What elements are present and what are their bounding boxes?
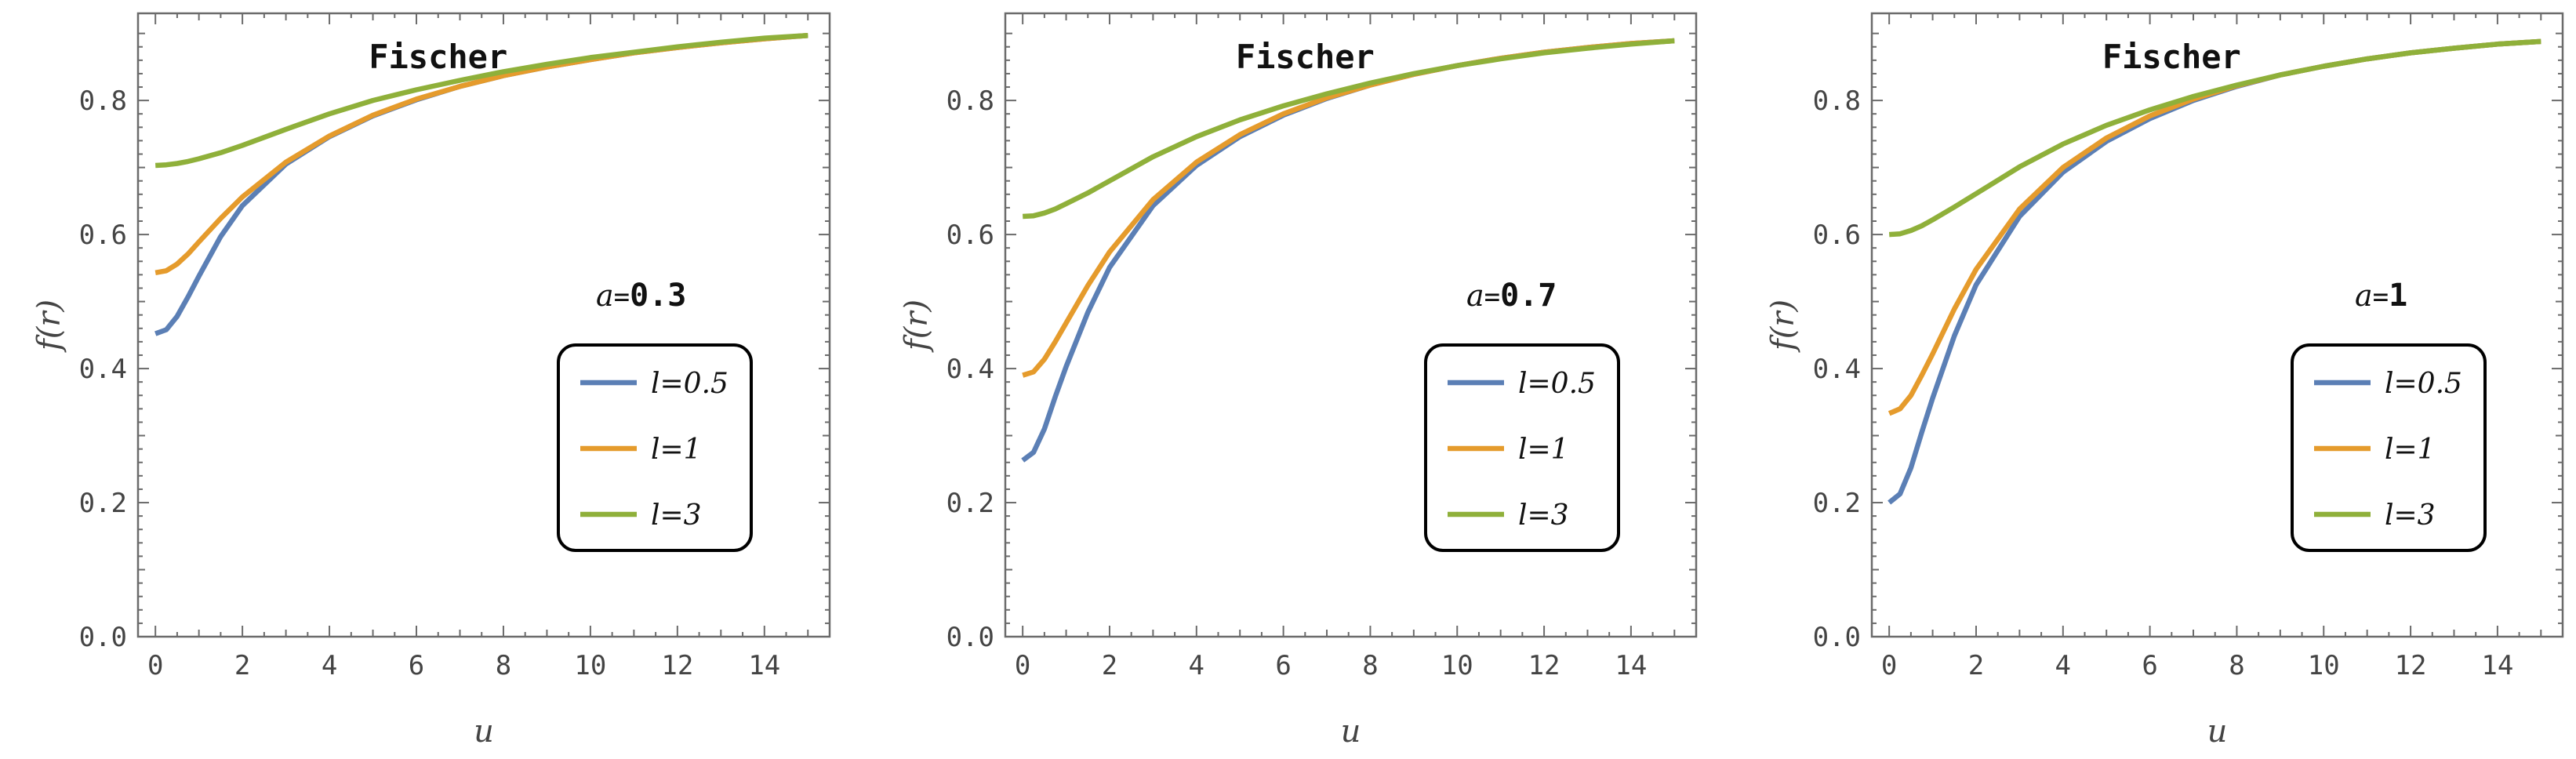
y-tick-label: 0.6 (946, 220, 994, 251)
x-tick-label: 10 (574, 650, 606, 681)
legend-label-3: l=3 (651, 499, 702, 532)
y-tick-label: 0.2 (79, 488, 127, 519)
chart-title: Fischer (369, 38, 507, 76)
x-tick-label: 12 (1528, 650, 1560, 681)
legend-label-2: l=1 (651, 434, 702, 466)
y-tick-label: 0.0 (946, 622, 994, 653)
x-tick-label: 0 (147, 650, 163, 681)
plot-frame (1004, 12, 1698, 638)
legend-label-3: l=3 (2385, 499, 2436, 532)
legend-label-2: l=1 (1518, 434, 1569, 466)
chart-panel-1: 0.0 0.2 0.4 0.6 0.8 0 2 4 6 8 10 12 14 u f(r) Fischer a=… (31, 12, 831, 750)
y-tick-label: 0.6 (1813, 220, 1861, 251)
x-axis-label: u (2207, 714, 2228, 750)
chart-title: Fischer (1236, 38, 1375, 76)
x-tick-label: 14 (2481, 650, 2513, 681)
a-annotation: a=1 (2355, 278, 2407, 314)
x-tick-label: 12 (661, 650, 693, 681)
a-equals: = (1484, 281, 1500, 313)
x-tick-label: 6 (409, 650, 424, 681)
x-tick-label: 4 (1189, 650, 1204, 681)
y-tick-label: 0.4 (946, 354, 994, 385)
series-line-3 (155, 32, 808, 169)
a-value: 0.3 (630, 278, 686, 314)
y-tick-label: 0.4 (79, 354, 127, 385)
x-tick-label: 2 (1968, 650, 1984, 681)
a-value: 1 (2389, 278, 2407, 314)
x-tick-label: 10 (1441, 650, 1473, 681)
y-tick-label: 0.6 (79, 220, 127, 251)
y-tick-label: 0.2 (1813, 488, 1861, 519)
y-tick-label: 0.4 (1813, 354, 1861, 385)
series-line-3 (1023, 38, 1675, 220)
x-tick-label: 8 (1362, 650, 1378, 681)
legend: l=0.5 l=1 l=3 (1424, 343, 1620, 552)
y-axis-label: f(r) (1765, 300, 1801, 353)
a-value: 0.7 (1500, 278, 1557, 314)
legend-box (1424, 343, 1620, 552)
plot-frame (1870, 12, 2564, 638)
legend-label-1: l=0.5 (651, 368, 728, 400)
a-annotation: a=0.3 (596, 278, 686, 314)
x-tick-label: 4 (2055, 650, 2071, 681)
y-axis-label: f(r) (899, 300, 935, 353)
chart-panel-3: 0.0 0.2 0.4 0.6 0.8 0 2 4 6 8 10 12 14 u f(r) Fischer a=… (1765, 12, 2564, 750)
legend-label-2: l=1 (2385, 434, 2436, 466)
x-tick-label: 14 (748, 650, 780, 681)
chart-title: Fischer (2102, 38, 2241, 76)
a-symbol: a (2355, 278, 2373, 313)
y-axis-label: f(r) (31, 300, 67, 353)
y-tick-label: 0.0 (1813, 622, 1861, 653)
x-axis-label: u (474, 714, 494, 750)
x-tick-label: 10 (2308, 650, 2340, 681)
x-tick-label: 6 (2142, 650, 2157, 681)
plot-frame (136, 12, 831, 638)
a-equals: = (2373, 281, 2389, 313)
x-tick-label: 2 (1102, 650, 1117, 681)
legend-label-1: l=0.5 (1518, 368, 1596, 400)
x-tick-label: 12 (2395, 650, 2427, 681)
legend: l=0.5 l=1 l=3 (557, 343, 753, 552)
x-tick-label: 0 (1015, 650, 1030, 681)
legend-box (557, 343, 753, 552)
chart-panel-2: 0.0 0.2 0.4 0.6 0.8 0 2 4 6 8 10 12 14 u f(r) Fischer a=… (899, 12, 1698, 750)
x-tick-label: 8 (2229, 650, 2244, 681)
y-tick-label: 0.0 (79, 622, 127, 653)
a-symbol: a (596, 278, 614, 313)
x-tick-label: 14 (1615, 650, 1647, 681)
legend-label-3: l=3 (1518, 499, 1569, 532)
x-axis-label: u (1341, 714, 1361, 750)
a-equals: = (614, 281, 630, 313)
x-tick-label: 4 (322, 650, 337, 681)
series-line-3 (1888, 38, 2541, 238)
x-tick-label: 6 (1275, 650, 1291, 681)
x-tick-label: 8 (496, 650, 511, 681)
x-tick-label: 2 (234, 650, 250, 681)
y-tick-label: 0.8 (946, 85, 994, 117)
legend: l=0.5 l=1 l=3 (2291, 343, 2487, 552)
y-tick-label: 0.8 (79, 85, 127, 117)
a-annotation: a=0.7 (1466, 278, 1557, 314)
legend-box (2291, 343, 2487, 552)
x-tick-label: 0 (1881, 650, 1897, 681)
y-tick-label: 0.2 (946, 488, 994, 519)
y-tick-label: 0.8 (1813, 85, 1861, 117)
a-symbol: a (1466, 278, 1484, 313)
legend-label-1: l=0.5 (2385, 368, 2462, 400)
